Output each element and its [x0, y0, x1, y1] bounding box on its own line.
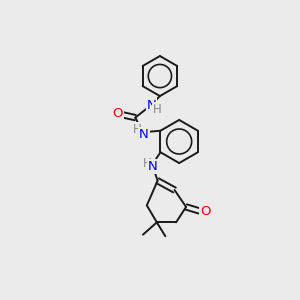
Text: N: N — [147, 99, 156, 112]
Text: H: H — [142, 157, 151, 169]
Text: N: N — [139, 128, 148, 141]
Text: N: N — [148, 160, 158, 173]
Text: O: O — [200, 205, 211, 218]
Text: O: O — [112, 107, 123, 120]
Text: H: H — [153, 103, 162, 116]
Text: H: H — [133, 123, 142, 136]
